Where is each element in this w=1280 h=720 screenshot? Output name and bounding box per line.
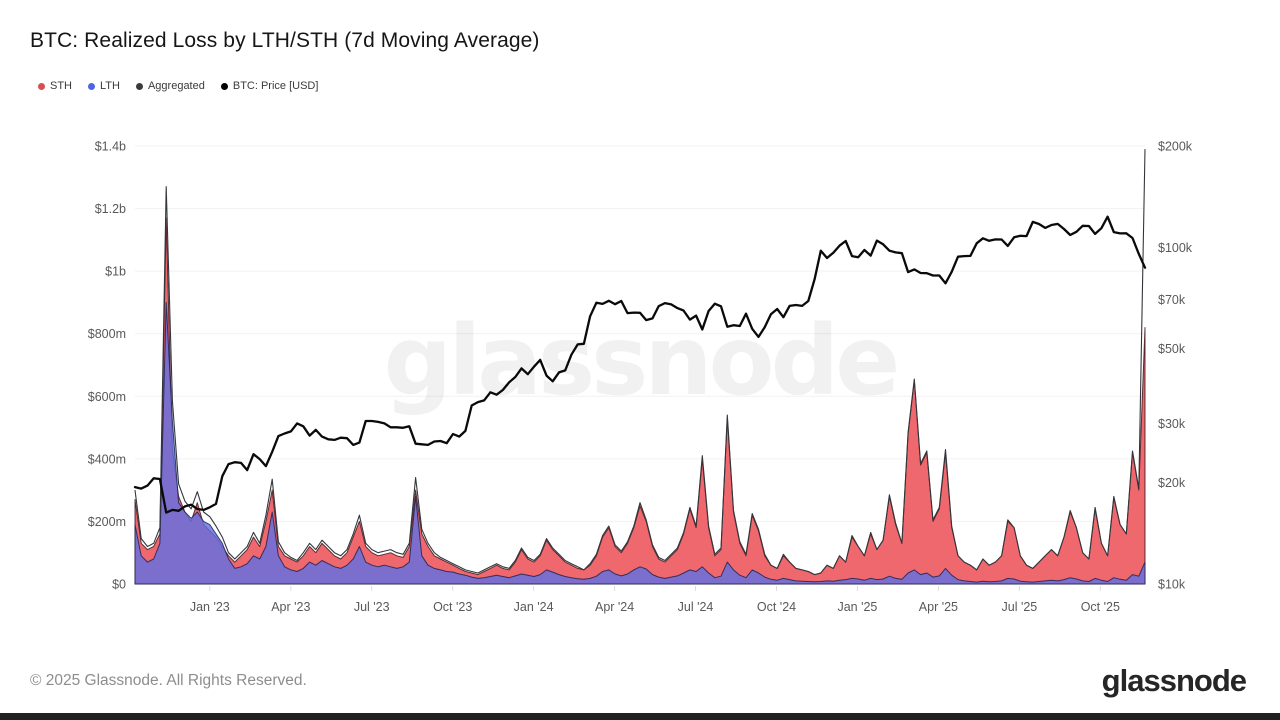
- svg-text:Apr '24: Apr '24: [595, 600, 634, 614]
- sth-dot-icon: [38, 82, 45, 90]
- svg-text:$1.4b: $1.4b: [95, 140, 126, 154]
- svg-text:Oct '25: Oct '25: [1081, 600, 1120, 614]
- page-title: BTC: Realized Loss by LTH/STH (7d Moving…: [30, 29, 540, 52]
- legend: STH LTH Aggregated BTC: Price [USD]: [38, 80, 318, 92]
- svg-text:Jan '24: Jan '24: [514, 600, 554, 614]
- lth-area[interactable]: [134, 301, 1146, 585]
- lth-dot-icon: [88, 82, 95, 90]
- legend-item-btc-price[interactable]: BTC: Price [USD]: [220, 80, 319, 92]
- bottom-bar: [0, 713, 1280, 720]
- aggregated-line[interactable]: [134, 149, 1146, 576]
- svg-text:Oct '23: Oct '23: [433, 600, 472, 614]
- legend-item-sth[interactable]: STH: [38, 80, 72, 92]
- legend-label-lth: LTH: [100, 80, 120, 92]
- btc-price-dot-icon: [220, 82, 228, 90]
- svg-text:Jan '25: Jan '25: [837, 600, 877, 614]
- svg-text:$50k: $50k: [1158, 342, 1186, 356]
- svg-text:$1.2b: $1.2b: [95, 202, 126, 216]
- svg-text:$20k: $20k: [1158, 476, 1186, 490]
- legend-item-lth[interactable]: LTH: [88, 80, 120, 92]
- svg-text:$200m: $200m: [88, 515, 126, 529]
- svg-text:$0: $0: [112, 578, 126, 592]
- svg-text:$800m: $800m: [88, 327, 126, 341]
- y-axis-right: $10k $20k $30k $50k $70k $100k $200k: [1158, 140, 1193, 592]
- svg-text:$30k: $30k: [1158, 417, 1186, 431]
- glassnode-watermark: glassnode: [384, 305, 897, 417]
- svg-text:$600m: $600m: [88, 390, 126, 404]
- svg-text:$100k: $100k: [1158, 241, 1193, 255]
- svg-text:$1b: $1b: [105, 265, 126, 279]
- svg-text:Apr '25: Apr '25: [919, 600, 958, 614]
- legend-label-aggregated: Aggregated: [147, 80, 205, 92]
- svg-text:Oct '24: Oct '24: [757, 600, 796, 614]
- aggregated-dot-icon: [135, 82, 143, 90]
- y-axis-left: $0 $200m $400m $600m $800m $1b $1.2b $1.4b: [88, 140, 126, 592]
- glassnode-logo[interactable]: glassnode: [1101, 663, 1247, 698]
- legend-item-aggregated[interactable]: Aggregated: [135, 80, 205, 92]
- svg-text:Jan '23: Jan '23: [190, 600, 230, 614]
- svg-text:Apr '23: Apr '23: [271, 600, 310, 614]
- svg-text:Jul '23: Jul '23: [354, 600, 390, 614]
- svg-text:Jul '24: Jul '24: [678, 600, 714, 614]
- svg-text:$10k: $10k: [1158, 578, 1186, 592]
- legend-label-sth: STH: [50, 80, 72, 92]
- footer-copyright: © 2025 Glassnode. All Rights Reserved.: [30, 672, 307, 689]
- svg-text:Jul '25: Jul '25: [1002, 600, 1038, 614]
- svg-text:$70k: $70k: [1158, 293, 1186, 307]
- btc-price-line[interactable]: [133, 215, 1147, 514]
- x-axis: Jan '23 Apr '23 Jul '23 Oct '23 Jan '24 Apr '…: [190, 586, 1120, 614]
- svg-text:$400m: $400m: [88, 452, 126, 466]
- svg-text:$200k: $200k: [1158, 140, 1193, 154]
- legend-label-btc-price: BTC: Price [USD]: [232, 80, 319, 92]
